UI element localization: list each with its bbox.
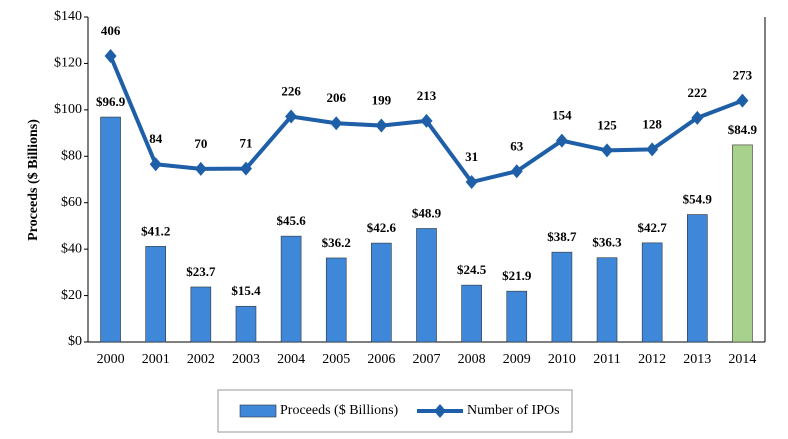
bar bbox=[235, 305, 257, 343]
line-marker bbox=[285, 109, 298, 124]
y-tick-label: $100 bbox=[54, 102, 82, 117]
bar-value-label: $48.9 bbox=[412, 205, 442, 220]
line-value-label: 199 bbox=[372, 93, 392, 108]
line-marker bbox=[646, 142, 659, 157]
bar-value-label: $42.7 bbox=[638, 220, 668, 235]
bar bbox=[280, 235, 302, 343]
line-marker bbox=[194, 161, 207, 176]
line-value-label: 273 bbox=[733, 68, 753, 83]
line-value-label: 206 bbox=[326, 90, 346, 105]
bar-value-label: $96.9 bbox=[96, 94, 126, 109]
line-value-label: 70 bbox=[194, 136, 207, 151]
line-marker bbox=[465, 175, 478, 190]
bar bbox=[732, 144, 753, 343]
bar bbox=[100, 116, 121, 343]
x-tick-label: 2005 bbox=[322, 352, 350, 367]
line-value-label: 128 bbox=[642, 116, 662, 131]
bar bbox=[416, 228, 437, 343]
x-tick-label: 2006 bbox=[367, 352, 395, 367]
bar-value-label: $38.7 bbox=[547, 229, 577, 244]
bar bbox=[325, 257, 347, 343]
line-marker bbox=[555, 133, 568, 148]
line-value-label: 213 bbox=[417, 88, 437, 103]
x-tick-label: 2012 bbox=[638, 352, 666, 367]
legend-box bbox=[217, 389, 573, 433]
bar bbox=[371, 242, 392, 343]
line-value-label: 125 bbox=[597, 117, 617, 132]
bar-value-label: $36.2 bbox=[322, 235, 351, 250]
bar-value-label: $45.6 bbox=[276, 213, 306, 228]
bar bbox=[506, 290, 528, 343]
x-tick-label: 2013 bbox=[683, 352, 711, 367]
line-value-label: 226 bbox=[281, 83, 301, 98]
legend-marker bbox=[434, 404, 446, 418]
x-tick-label: 2011 bbox=[593, 352, 620, 367]
line-marker bbox=[736, 93, 749, 108]
bar bbox=[551, 251, 573, 343]
line-marker bbox=[601, 143, 614, 158]
bar-value-label: $21.9 bbox=[502, 268, 532, 283]
line-marker bbox=[375, 118, 388, 133]
line-marker bbox=[104, 48, 117, 63]
x-tick-label: 2000 bbox=[97, 352, 125, 367]
line-marker bbox=[330, 116, 343, 131]
x-tick-label: 2002 bbox=[187, 352, 215, 367]
bar-value-label: $54.9 bbox=[683, 192, 713, 207]
bar bbox=[596, 257, 618, 343]
bar-value-label: $41.2 bbox=[141, 223, 170, 238]
y-tick-label: $120 bbox=[54, 56, 82, 71]
x-tick-label: 2007 bbox=[413, 352, 441, 367]
line-value-label: 63 bbox=[510, 138, 524, 153]
line-value-label: 154 bbox=[552, 108, 572, 123]
y-tick-label: $20 bbox=[61, 288, 82, 303]
line-value-label: 84 bbox=[149, 131, 163, 146]
x-tick-label: 2003 bbox=[232, 352, 260, 367]
bar-value-label: $24.5 bbox=[457, 262, 487, 277]
x-tick-label: 2014 bbox=[728, 352, 756, 367]
x-tick-label: 2010 bbox=[548, 352, 576, 367]
line-value-label: 222 bbox=[688, 85, 708, 100]
line-value-label: 406 bbox=[101, 23, 121, 38]
y-tick-label: $140 bbox=[54, 9, 82, 24]
line-marker bbox=[691, 110, 704, 125]
line-value-label: 71 bbox=[239, 136, 252, 151]
x-tick-label: 2004 bbox=[277, 352, 305, 367]
legend-label: Number of IPOs bbox=[467, 403, 560, 418]
bar bbox=[145, 246, 166, 343]
bar-value-label: $42.6 bbox=[367, 220, 397, 235]
y-tick-label: $60 bbox=[61, 195, 82, 210]
bar bbox=[461, 284, 482, 343]
y-tick-label: $0 bbox=[68, 334, 82, 349]
line-marker bbox=[149, 157, 162, 172]
line-marker bbox=[420, 113, 433, 128]
bar bbox=[686, 214, 708, 343]
legend-swatch bbox=[239, 404, 277, 418]
x-tick-label: 2008 bbox=[458, 352, 486, 367]
bar bbox=[641, 242, 663, 343]
bar-value-label: $15.4 bbox=[231, 283, 261, 298]
line-marker bbox=[239, 161, 252, 176]
line-value-label: 31 bbox=[465, 149, 478, 164]
legend-label: Proceeds ($ Billions) bbox=[280, 403, 399, 418]
x-tick-label: 2001 bbox=[142, 352, 170, 367]
x-tick-label: 2009 bbox=[503, 352, 531, 367]
bar-value-label: $36.3 bbox=[592, 235, 622, 250]
y-tick-label: $80 bbox=[61, 149, 82, 164]
y-axis-label: Proceeds ($ Billions) bbox=[26, 119, 41, 241]
bar-value-label: $23.7 bbox=[186, 264, 216, 279]
bar bbox=[190, 286, 212, 343]
line-marker bbox=[510, 164, 523, 179]
bar-value-label: $84.9 bbox=[728, 122, 758, 137]
y-tick-label: $40 bbox=[61, 241, 82, 256]
